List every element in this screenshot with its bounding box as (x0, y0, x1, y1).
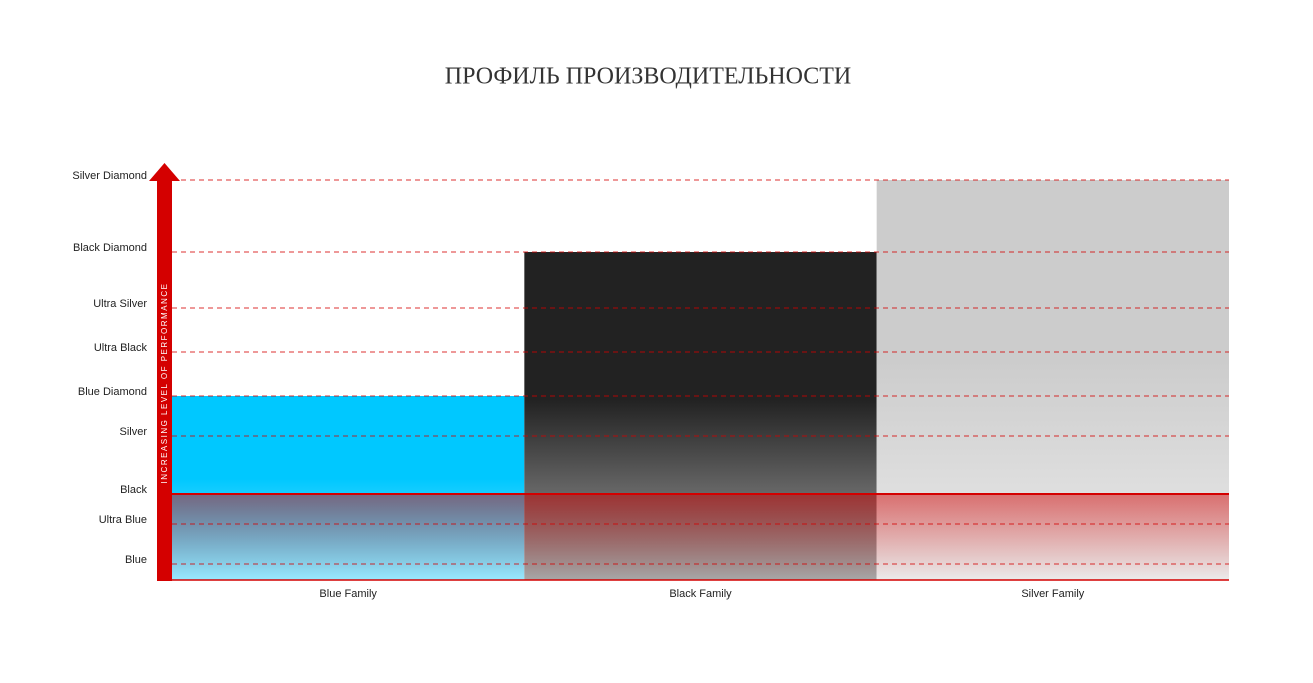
y-tick-label: Silver (119, 426, 147, 438)
y-tick-label: Silver Diamond (72, 170, 147, 182)
y-tick-label: Ultra Black (94, 342, 148, 354)
chart-title: ПРОФИЛЬ ПРОИЗВОДИТЕЛЬНОСТИ (445, 64, 851, 90)
y-tick-label: Blue Diamond (78, 386, 147, 398)
x-tick-label: Silver Family (1021, 588, 1084, 600)
y-axis-arrowhead (149, 163, 180, 181)
y-axis-arrow (157, 180, 172, 581)
y-tick-label: Blue (125, 554, 147, 566)
x-tick-label: Blue Family (319, 588, 377, 600)
y-tick-label: Ultra Silver (93, 298, 147, 310)
reference-band (172, 494, 1229, 580)
y-axis-label: INCREASING LEVEL OF PERFORMANCE (160, 283, 169, 484)
y-tick-label: Ultra Blue (99, 514, 147, 526)
y-tick-label: Black (120, 484, 147, 496)
x-tick-label: Black Family (669, 588, 732, 600)
y-tick-label: Black Diamond (73, 242, 147, 254)
